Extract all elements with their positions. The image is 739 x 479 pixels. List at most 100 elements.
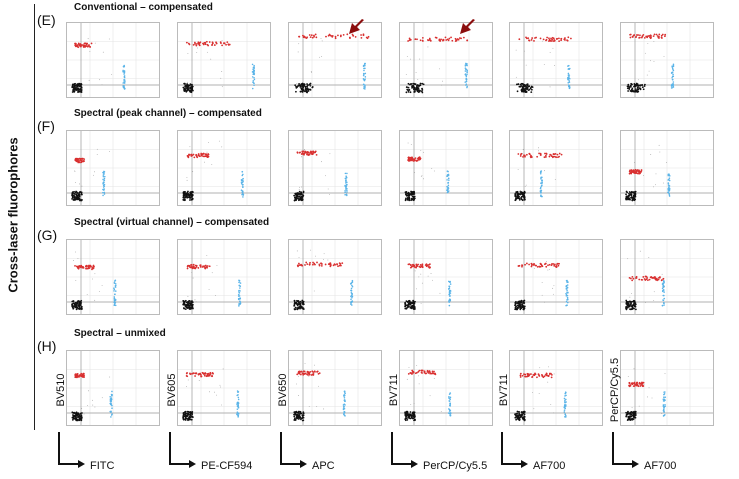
positive-event: [654, 278, 657, 281]
positive-event: [346, 33, 349, 36]
negative-event: [630, 413, 632, 416]
negative-event: [526, 88, 529, 91]
negative-event: [297, 196, 299, 198]
single-stain-event: [237, 416, 239, 418]
positive-event: [189, 373, 192, 376]
negative-event: [408, 194, 410, 197]
negative-event: [523, 90, 526, 93]
positive-event: [306, 263, 309, 266]
single-stain-event: [102, 174, 105, 176]
negative-event: [298, 195, 301, 198]
negative-event: [188, 193, 191, 196]
positive-event: [336, 263, 338, 265]
scatter-panel: [66, 22, 160, 98]
single-stain-event: [236, 390, 239, 392]
single-stain-event: [565, 415, 567, 417]
negative-event: [298, 301, 301, 304]
single-stain-event: [540, 195, 542, 197]
positive-event: [313, 262, 316, 265]
negative-event: [302, 416, 304, 418]
negative-event: [71, 86, 74, 89]
positive-event: [457, 38, 460, 41]
negative-event: [182, 195, 185, 198]
positive-event: [640, 382, 643, 385]
negative-event: [184, 308, 187, 311]
single-stain-event: [344, 177, 347, 180]
negative-event: [407, 86, 410, 89]
positive-event: [637, 170, 640, 173]
positive-event: [220, 42, 222, 45]
positive-event: [80, 44, 83, 46]
negative-event: [186, 196, 189, 199]
single-stain-event: [662, 289, 665, 291]
negative-event: [530, 91, 533, 94]
single-stain-event: [237, 402, 239, 405]
negative-event: [295, 302, 298, 305]
positive-event: [567, 36, 570, 39]
negative-event: [629, 300, 632, 303]
positive-event: [299, 264, 302, 267]
positive-event: [460, 37, 463, 40]
single-stain-event: [448, 285, 451, 288]
positive-event: [546, 36, 549, 39]
single-stain-event: [466, 64, 468, 67]
negative-event: [412, 305, 415, 307]
positive-event: [307, 371, 310, 373]
axis-arrow-icon: [280, 432, 307, 468]
single-stain-event: [663, 304, 665, 306]
negative-event: [514, 416, 517, 419]
single-stain-event: [252, 66, 255, 69]
positive-event: [298, 370, 301, 373]
positive-event: [550, 373, 553, 376]
negative-event: [298, 414, 301, 417]
single-stain-event: [465, 75, 468, 78]
negative-event: [293, 302, 296, 305]
single-stain-event: [251, 63, 254, 66]
negative-event: [631, 304, 633, 307]
single-stain-event: [351, 296, 353, 299]
positive-event: [526, 375, 529, 378]
negative-event: [298, 82, 300, 85]
positive-event: [195, 154, 198, 157]
single-stain-event: [239, 282, 242, 284]
negative-event: [631, 190, 633, 193]
negative-event: [406, 197, 409, 200]
positive-event: [528, 374, 530, 377]
scatter-panel: [509, 130, 603, 206]
single-stain-event: [662, 415, 665, 417]
positive-event: [423, 370, 426, 373]
positive-event: [329, 34, 332, 37]
negative-event: [637, 88, 640, 91]
single-stain-event: [123, 79, 126, 82]
positive-event: [560, 39, 563, 42]
positive-event: [653, 276, 656, 279]
single-stain-event: [447, 184, 450, 187]
negative-event: [523, 83, 526, 86]
negative-event: [520, 301, 523, 304]
single-stain-event: [343, 396, 346, 399]
negative-event: [295, 85, 298, 88]
scatter-plot: [621, 131, 713, 205]
positive-event: [85, 265, 87, 268]
single-stain-event: [109, 396, 111, 398]
negative-event: [518, 198, 521, 201]
single-stain-event: [252, 68, 254, 70]
single-stain-event: [103, 179, 105, 182]
positive-event: [648, 278, 651, 281]
negative-event: [516, 190, 519, 193]
positive-event: [650, 34, 652, 37]
single-stain-event: [252, 82, 255, 84]
positive-event: [298, 262, 300, 265]
positive-event: [186, 265, 189, 268]
negative-event: [628, 87, 631, 90]
single-stain-event: [568, 85, 570, 88]
row-letter: (H): [37, 338, 57, 354]
positive-event: [632, 170, 634, 173]
positive-event: [451, 39, 454, 42]
positive-event: [628, 381, 631, 384]
positive-event: [412, 265, 415, 268]
positive-event: [539, 265, 542, 268]
negative-event: [71, 191, 74, 194]
negative-event: [626, 85, 629, 88]
positive-event: [548, 40, 550, 42]
